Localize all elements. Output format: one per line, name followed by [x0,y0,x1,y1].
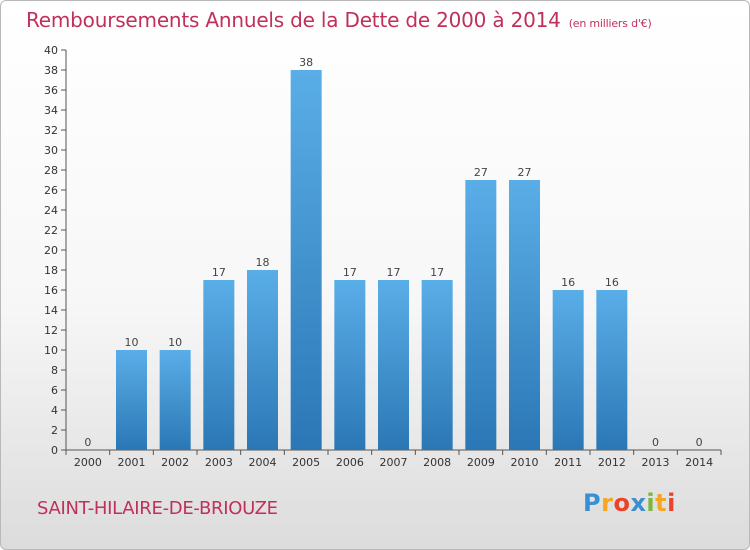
y-tick-label: 28 [44,164,58,177]
data-label: 17 [387,266,401,279]
town-name: SAINT-HILAIRE-DE-BRIOUZE [37,498,278,519]
y-tick-label: 38 [44,64,58,77]
data-label: 27 [518,166,532,179]
data-label: 16 [605,276,619,289]
y-tick-label: 20 [44,244,58,257]
y-tick-label: 0 [51,444,58,457]
data-label: 17 [430,266,444,279]
bar [203,280,235,450]
y-tick-label: 4 [51,404,58,417]
chart-unit: (en milliers d'€) [568,17,652,30]
data-label: 16 [561,276,575,289]
x-tick-label: 2005 [292,456,320,469]
y-tick-label: 36 [44,84,58,97]
y-tick-label: 30 [44,144,58,157]
y-tick-label: 6 [51,384,58,397]
y-tick-label: 12 [44,324,58,337]
data-label: 10 [125,336,139,349]
y-tick-label: 2 [51,424,58,437]
x-axis: 2000 2001 2002 2003 2004 2005 2006 2007 2008 2009… [65,449,722,469]
data-label: 18 [256,256,270,269]
x-tick-label: 2011 [554,456,582,469]
logo-letter: i [667,489,676,517]
bar [247,270,278,450]
y-tick-label: 8 [51,364,58,377]
x-tick-label: 2007 [380,456,408,469]
bar [552,290,584,450]
x-tick-label: 2014 [685,456,713,469]
bars: 0 10 10 17 18 38 17 17 17 27 27 16 16 0 0 [84,56,703,450]
data-label: 10 [168,336,182,349]
data-label: 0 [84,436,91,449]
y-tick-label: 34 [44,104,58,117]
logo-letter: P [583,489,602,517]
data-label: 38 [299,56,313,69]
data-label: 27 [474,166,488,179]
x-tick-label: 2008 [423,456,451,469]
data-label: 17 [212,266,226,279]
x-tick-label: 2004 [249,456,277,469]
bar [509,180,540,450]
y-tick-label: 18 [44,264,58,277]
y-tick-label: 24 [44,204,58,217]
bar [421,280,453,450]
x-tick-label: 2009 [467,456,495,469]
bar [334,280,366,450]
logo-letter: i [646,489,656,517]
bar [596,290,628,450]
y-tick-label: 40 [44,44,58,57]
bar [465,180,497,450]
bar [159,350,191,450]
y-tick-label: 32 [44,124,58,137]
data-label: 17 [343,266,357,279]
bar [290,70,322,450]
x-tick-label: 2001 [118,456,146,469]
data-label: 0 [696,436,703,449]
bar [116,350,147,450]
x-tick-label: 2012 [598,456,626,469]
proxiti-logo[interactable]: Proxiti [583,489,676,517]
chart-title: Remboursements Annuels de la Dette de 20… [26,8,652,32]
x-tick-label: 2003 [205,456,233,469]
logo-letter: x [630,489,647,517]
x-tick-label: 2013 [642,456,670,469]
x-tick-label: 2002 [161,456,189,469]
data-label: 0 [652,436,659,449]
y-tick-label: 16 [44,284,58,297]
x-tick-label: 2000 [74,456,102,469]
x-tick-label: 2010 [511,456,539,469]
y-tick-label: 22 [44,224,58,237]
y-tick-label: 10 [44,344,58,357]
logo-letter: t [655,489,668,517]
x-tick-label: 2006 [336,456,364,469]
y-tick-label: 14 [44,304,58,317]
bar [378,280,409,450]
logo-letter: o [613,489,631,517]
y-tick-label: 26 [44,184,58,197]
logo-letter: r [601,489,614,517]
